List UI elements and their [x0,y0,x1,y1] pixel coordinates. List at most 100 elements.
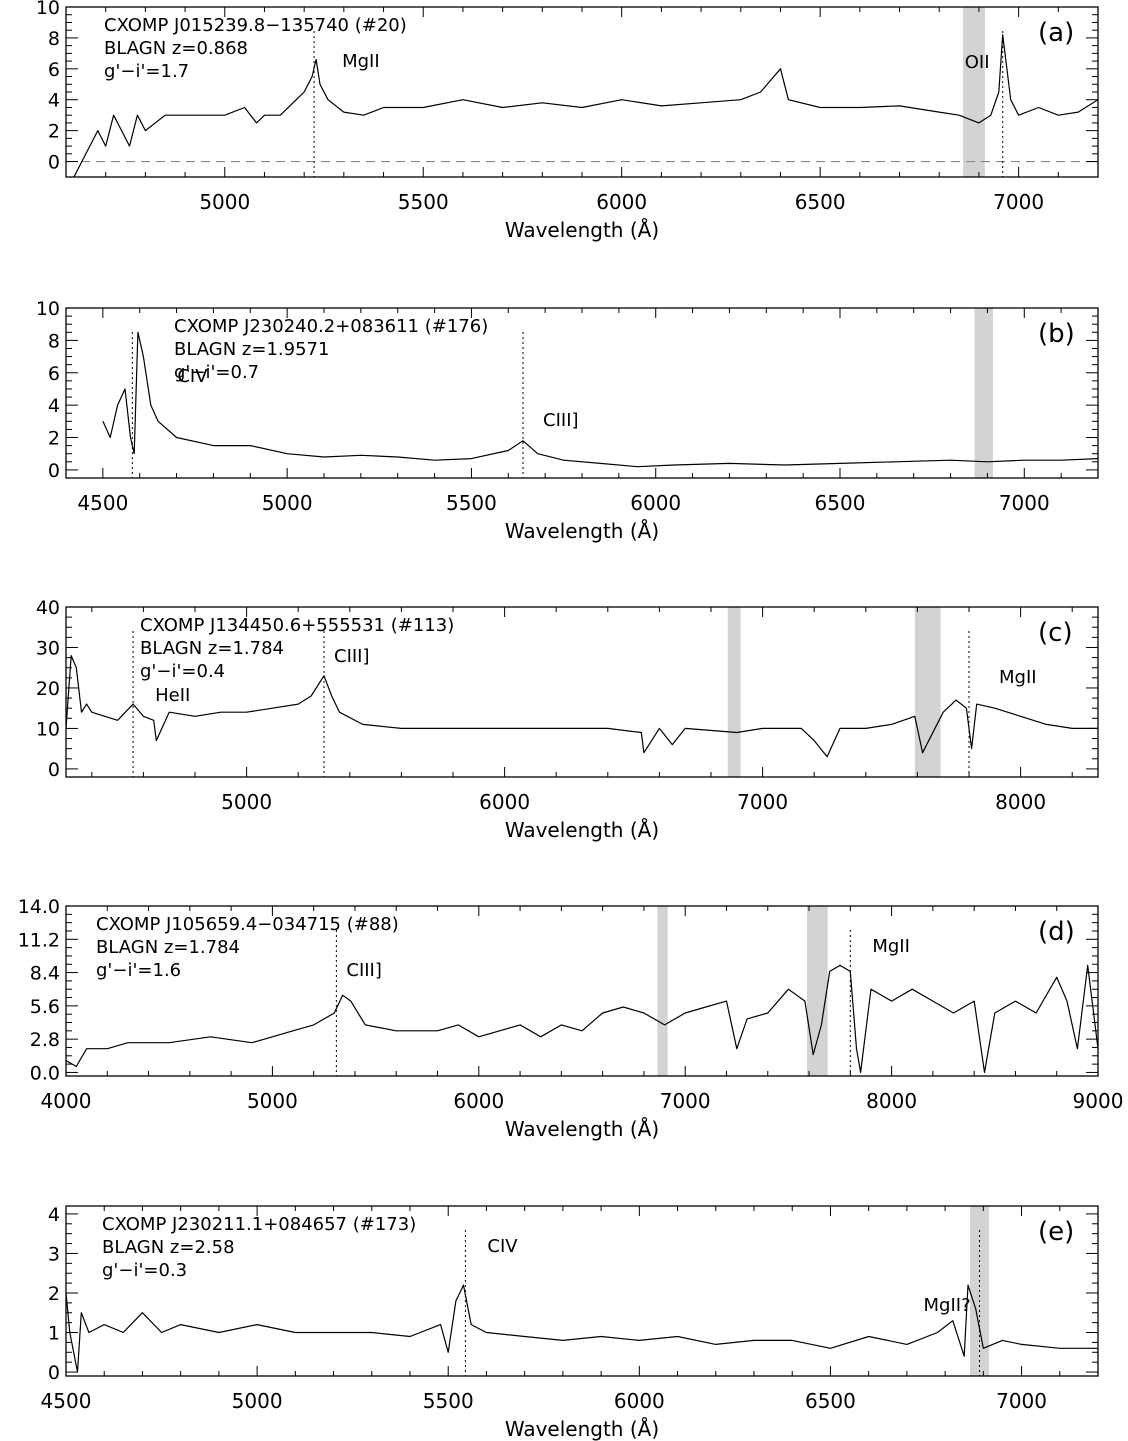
atmospheric-band [727,607,741,777]
x-tick-label: 5000 [221,790,272,814]
x-tick-label: 7000 [993,190,1044,214]
spectrum-panel: 5000 5500 6000 6500 7000 0 2 4 6 8 10 Wavelength (Å… [36,0,1099,242]
x-tick-label: 5500 [423,1389,474,1413]
y-tick-label: 2 [48,428,60,450]
y-tick-label: 8 [48,330,60,352]
spectrum-panel: 4500 5000 5500 6000 6500 7000 0 1 2 3 4 Wavelength … [41,1204,1099,1441]
x-tick-label: 6000 [453,1089,504,1113]
y-tick-label: 8.4 [30,963,60,985]
x-tick-label: 6000 [614,1389,665,1413]
plot-frame [65,606,1099,778]
atmospheric-band [974,308,993,478]
y-tick-label: 30 [36,637,60,659]
x-tick-label: 5000 [262,491,313,515]
line-label: MgII? [924,1295,971,1316]
x-tick-label: 6500 [815,491,866,515]
x-tick-label: 7000 [660,1089,711,1113]
line-label: CIV [487,1236,518,1257]
panel-info-text: g'−i'=0.3 [102,1260,187,1281]
y-tick-label: 3 [48,1243,60,1265]
x-tick-label: 5000 [232,1389,283,1413]
panel-label: (c) [1038,618,1073,648]
y-tick-label: 2 [48,121,60,143]
line-label: CIII] [346,960,382,981]
panel-info-text: g'−i'=1.6 [96,960,181,981]
x-tick-label: 6000 [596,190,647,214]
line-label: CIII] [334,646,370,667]
panel-info-text: BLAGN z=1.784 [96,937,240,958]
x-tick-label: 5500 [446,491,497,515]
y-tick-label: 4 [48,395,60,417]
panel-info-text: BLAGN z=1.784 [140,638,284,659]
atmospheric-band [657,906,668,1076]
x-tick-label: 6500 [795,190,846,214]
x-tick-label: 7000 [996,1389,1047,1413]
line-label: MgII [999,667,1037,688]
line-label: CIII] [543,410,579,431]
panel-info-text: CXOMP J230211.1+084657 (#173) [102,1214,416,1235]
panel-info-text: CXOMP J134450.6+555531 (#113) [140,615,454,636]
x-tick-label: 4000 [41,1089,92,1113]
y-tick-label: 1 [48,1323,60,1345]
x-tick-label: 5500 [398,190,449,214]
y-tick-label: 10 [36,298,60,320]
x-tick-label: 7000 [999,491,1050,515]
y-tick-label: 2.8 [30,1029,60,1051]
x-tick-label: 5000 [247,1089,298,1113]
line-label: MgII [342,51,380,72]
y-tick-label: 0.0 [30,1062,60,1084]
y-tick-label: 11.2 [18,929,60,951]
y-tick-label: 6 [48,363,60,385]
x-tick-label: 6000 [479,790,530,814]
line-label: HeII [155,685,190,706]
line-label: MgII [872,936,910,957]
x-tick-label: 9000 [1073,1089,1124,1113]
panel-info-text: g'−i'=0.4 [140,661,225,682]
atmospheric-band [914,607,941,777]
atmospheric-band [963,7,985,177]
y-tick-label: 0 [48,759,60,781]
panel-info-text: CXOMP J230240.2+083611 (#176) [174,316,488,337]
panel-label: (e) [1038,1217,1074,1247]
panel-label: (d) [1038,917,1075,947]
panel-label: (a) [1038,18,1074,48]
x-tick-label: 6000 [630,491,681,515]
panel-info-text: g'−i'=0.7 [174,362,259,383]
spectrum-panel: 5000 6000 7000 8000 0 10 20 30 40 Wavelength (Å) C… [36,597,1099,842]
spectrum-line [73,34,1098,177]
y-tick-label: 2 [48,1283,60,1305]
x-tick-label: 7000 [737,790,788,814]
spectrum-line [66,964,1098,1074]
panel-info-text: CXOMP J105659.4−034715 (#88) [96,914,399,935]
x-tick-label: 5000 [199,190,250,214]
y-tick-label: 4 [48,1204,60,1226]
x-axis-label: Wavelength (Å) [505,519,659,543]
line-label: OII [965,52,990,73]
x-axis-label: Wavelength (Å) [505,218,659,242]
x-axis-label: Wavelength (Å) [505,818,659,842]
x-tick-label: 8000 [995,790,1046,814]
y-tick-label: 5.6 [30,996,60,1018]
x-tick-label: 4500 [77,491,128,515]
y-tick-label: 14.0 [18,896,60,918]
panel-label: (b) [1038,319,1075,349]
y-tick-label: 10 [36,0,60,19]
x-tick-label: 8000 [866,1089,917,1113]
y-tick-label: 20 [36,678,60,700]
panel-info-text: BLAGN z=1.9571 [174,339,329,360]
spectrum-panel: 4000 5000 6000 7000 8000 9000 0.0 2.8 5.6 8.4 11.2… [18,896,1124,1141]
y-tick-label: 10 [36,718,60,740]
y-tick-label: 8 [48,28,60,50]
y-tick-label: 4 [48,90,60,112]
plot-frame [65,1205,1099,1377]
spectrum-line [66,654,1098,758]
x-axis-label: Wavelength (Å) [505,1117,659,1141]
y-tick-label: 0 [48,1362,60,1384]
plot-frame [65,905,1099,1077]
x-tick-label: 6500 [805,1389,856,1413]
y-tick-label: 40 [36,597,60,619]
y-tick-label: 6 [48,59,60,81]
y-tick-label: 0 [48,152,60,174]
panel-info-text: g'−i'=1.7 [104,61,189,82]
